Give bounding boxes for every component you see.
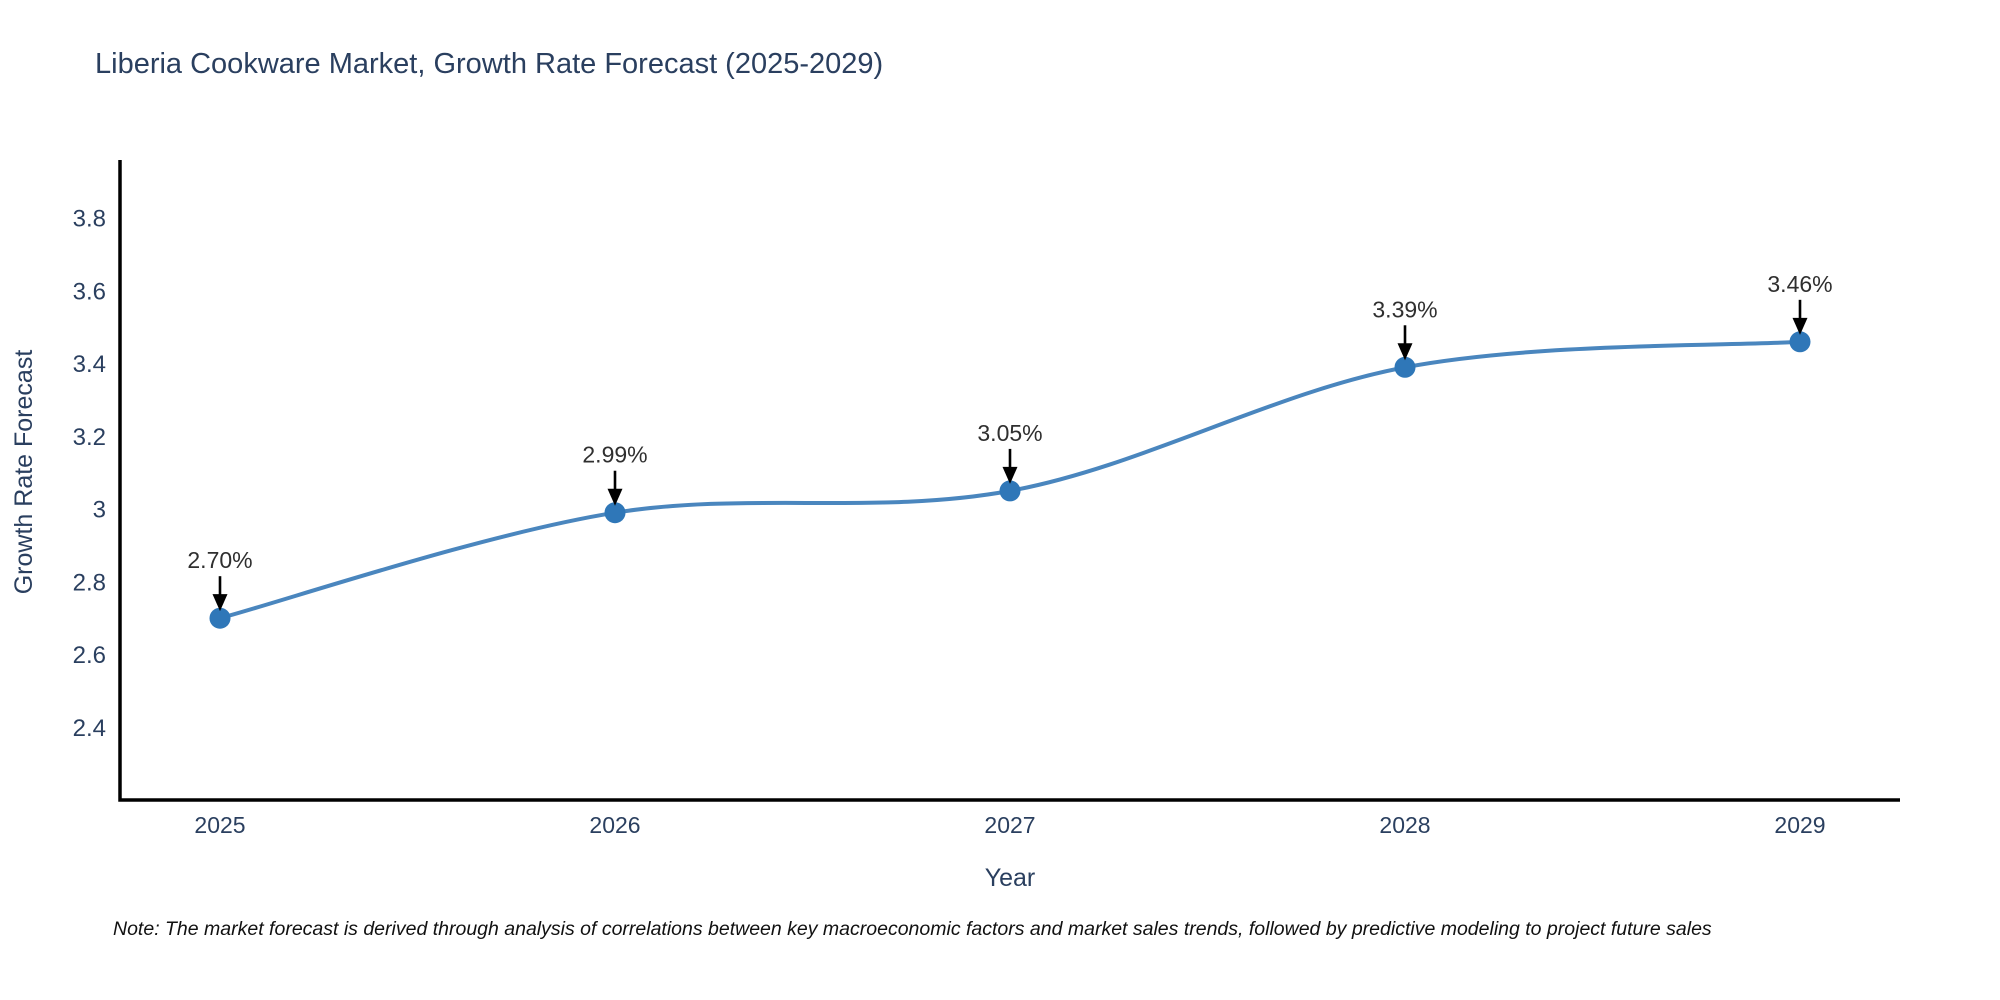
- x-tick-label: 2028: [1379, 812, 1430, 838]
- data-point-annotations: 2.70% 2.99% 3.05% 3.39% 3.46%: [187, 271, 1833, 612]
- data-point-value-label: 3.05%: [977, 420, 1042, 446]
- annotation-arrowhead-icon: [1792, 317, 1808, 335]
- data-point-marker: [1394, 356, 1416, 378]
- data-point-marker: [604, 502, 626, 524]
- y-tick-label: 3.8: [73, 206, 106, 233]
- forecast-line-series: [209, 331, 1811, 629]
- y-tick-label: 2.4: [73, 715, 106, 742]
- x-tick-label: 2029: [1774, 812, 1825, 838]
- data-point-value-label: 2.99%: [582, 442, 647, 468]
- growth-forecast-line-chart: 3.83.63.43.232.82.62.4 2025 2026 2027 2028 2…: [10, 160, 1900, 892]
- x-tick-label: 2026: [589, 812, 640, 838]
- data-point-marker: [1789, 331, 1811, 353]
- data-point-marker: [209, 607, 231, 629]
- footnote: Note: The market forecast is derived thr…: [113, 918, 1712, 940]
- y-tick-label: 2.6: [73, 642, 106, 669]
- annotation-arrowhead-icon: [1397, 343, 1413, 361]
- data-point-marker: [999, 480, 1021, 502]
- x-tick-labels: 2025 2026 2027 2028 2029: [194, 812, 1825, 838]
- axis-spine-path: [118, 160, 1900, 802]
- annotation-arrowhead-icon: [607, 488, 623, 506]
- data-point-value-label: 3.39%: [1372, 296, 1437, 322]
- x-tick-label: 2027: [984, 812, 1035, 838]
- y-tick-label: 3: [93, 497, 106, 524]
- y-tick-labels: 3.8 3.6 3.4 3.2 3 2.8 2.6 2.4: [73, 206, 106, 742]
- chart-title: Liberia Cookware Market, Growth Rate For…: [95, 48, 884, 80]
- y-tick-label: 3.4: [73, 351, 106, 378]
- y-axis-title: Growth Rate Forecast: [10, 350, 38, 595]
- x-axis-title: Year: [985, 864, 1036, 892]
- y-tick-label: 2.8: [73, 569, 106, 596]
- annotation-arrowhead-icon: [1002, 466, 1018, 484]
- data-point-value-label: 3.46%: [1767, 271, 1832, 297]
- x-tick-label: 2025: [194, 812, 245, 838]
- data-point-value-label: 2.70%: [187, 547, 252, 573]
- axis-spines: [118, 160, 1900, 802]
- y-tick-label: 3.6: [73, 278, 106, 305]
- y-tick-label: 3.2: [73, 424, 106, 451]
- annotation-arrowhead-icon: [212, 594, 228, 612]
